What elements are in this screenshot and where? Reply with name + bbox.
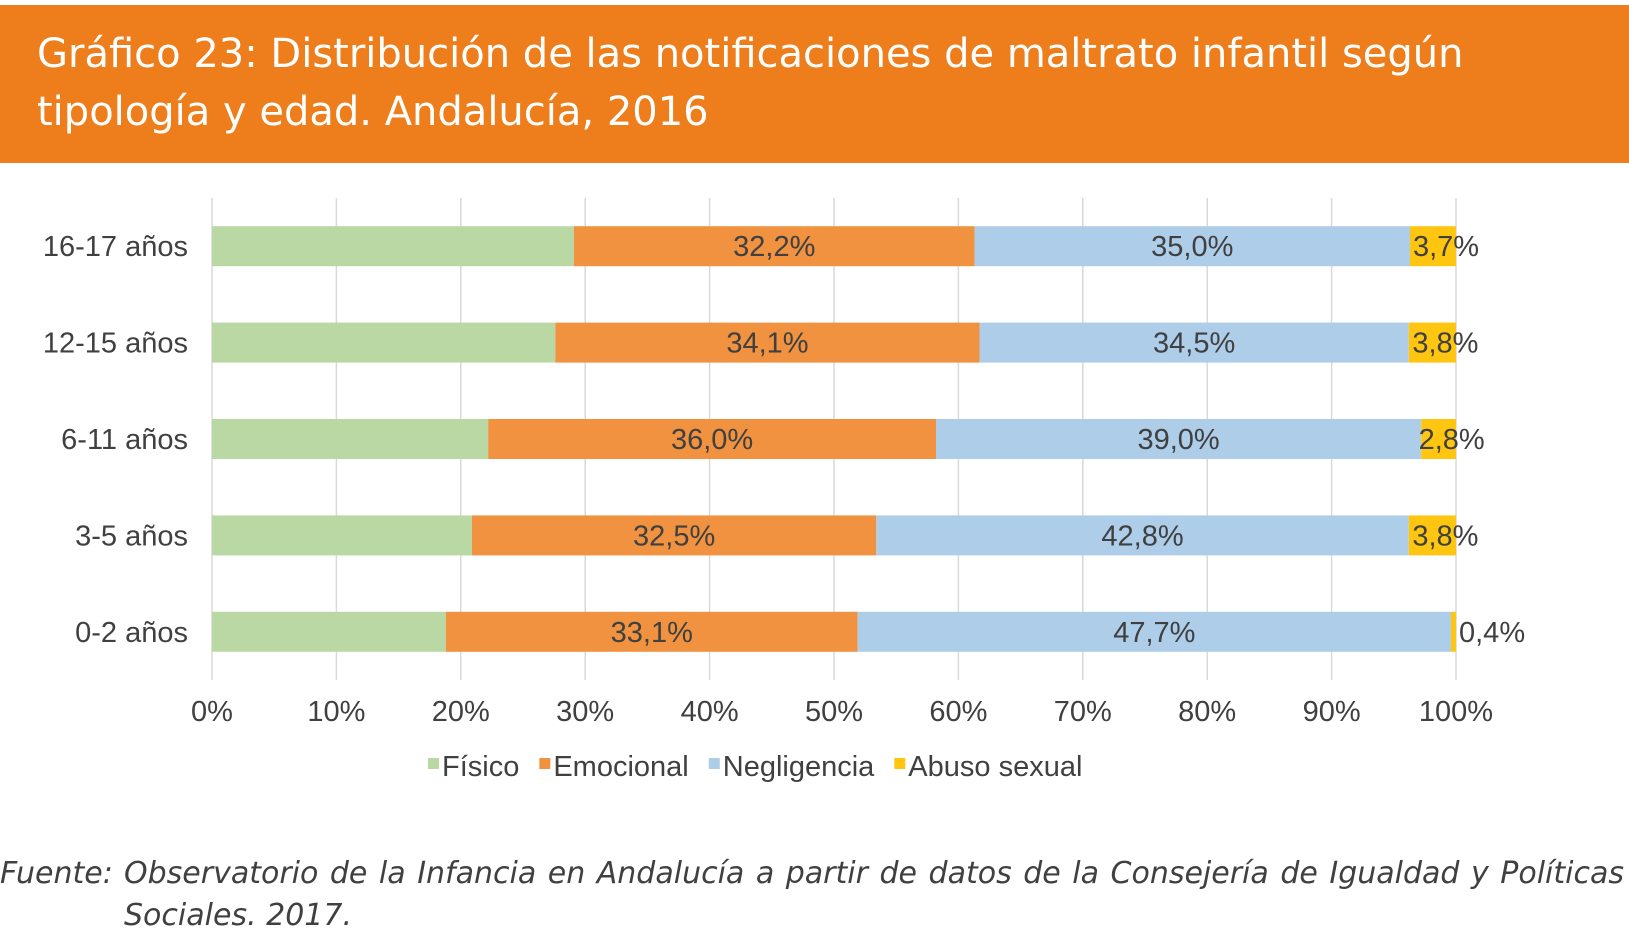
bar-negligencia-3-5-anos xyxy=(876,515,1409,556)
source-label: Fuente: xyxy=(0,856,113,891)
category-label-0-2-anos: 0-2 años xyxy=(75,617,188,649)
x-tick-label-1: 10% xyxy=(307,696,365,728)
stacked-bar-chart: 0% 10% 20% 30% 40% 50% 60% 70% 80% 90% 100% 16-17 a… xyxy=(43,198,1525,783)
legend-swatch-negligencia xyxy=(708,758,720,769)
data-label-abuso-sexual-12-15-anos: 3,8% xyxy=(1412,328,1478,360)
bar-abuso-sexual-12-15-anos xyxy=(1408,322,1456,363)
x-tick-label-3: 30% xyxy=(556,696,614,728)
data-label-negligencia-12-15-anos: 34,5% xyxy=(1153,328,1235,360)
data-label-abuso-sexual-6-11-anos: 2,8% xyxy=(1419,424,1485,456)
bar-fisico-3-5-anos xyxy=(212,515,472,556)
x-tick-label-9: 90% xyxy=(1303,696,1361,728)
bar-fisico-6-11-anos xyxy=(212,419,489,459)
bar-emocional-16-17-anos xyxy=(574,226,975,267)
data-label-emocional-6-11-anos: 36,0% xyxy=(671,424,753,456)
bar-abuso-sexual-16-17-anos xyxy=(1409,226,1456,267)
x-tick-label-4: 40% xyxy=(681,696,739,728)
bar-abuso-sexual-3-5-anos xyxy=(1408,515,1456,556)
bar-negligencia-12-15-anos xyxy=(979,322,1409,363)
bar-emocional-12-15-anos xyxy=(555,322,980,363)
data-label-abuso-sexual-0-2-anos: 0,4% xyxy=(1459,617,1525,649)
bar-fisico-0-2-anos xyxy=(212,611,446,652)
bar-abuso-sexual-6-11-anos xyxy=(1421,419,1456,459)
source-text: Observatorio de la Infancia en Andalucía… xyxy=(124,856,1624,933)
chart-title: Gráfico 23: Distribución de las notifica… xyxy=(37,31,1464,135)
category-label-6-11-anos: 6-11 años xyxy=(61,424,188,456)
x-tick-label-5: 50% xyxy=(805,696,863,728)
x-tick-label-2: 20% xyxy=(432,696,490,728)
x-tick-label-0: 0% xyxy=(191,696,233,728)
category-label-3-5-anos: 3-5 años xyxy=(75,520,188,552)
bar-emocional-3-5-anos xyxy=(471,515,877,556)
bar-emocional-0-2-anos xyxy=(445,611,858,652)
data-label-emocional-16-17-anos: 32,2% xyxy=(733,231,815,263)
legend-swatch-fisico xyxy=(428,758,439,769)
x-tick-label-6: 60% xyxy=(929,696,987,728)
legend-label-negligencia: Negligencia xyxy=(723,751,875,783)
data-label-negligencia-16-17-anos: 35,0% xyxy=(1151,231,1233,263)
category-label-12-15-anos: 12-15 años xyxy=(43,328,188,360)
title-banner: Gráfico 23: Distribución de las notifica… xyxy=(0,5,1629,163)
bar-emocional-6-11-anos xyxy=(488,419,937,459)
bar-fisico-16-17-anos xyxy=(212,226,575,267)
data-label-negligencia-0-2-anos: 47,7% xyxy=(1113,617,1195,649)
bar-fisico-12-15-anos xyxy=(212,322,556,363)
bar-abuso-sexual-0-2-anos xyxy=(1451,611,1456,652)
legend-swatch-emocional xyxy=(539,758,551,769)
legend-label-fisico: Físico xyxy=(442,751,519,783)
legend-label-abuso-sexual: Abuso sexual xyxy=(908,751,1082,783)
legend-label-emocional: Emocional xyxy=(553,751,688,783)
data-label-negligencia-3-5-anos: 42,8% xyxy=(1101,520,1183,552)
data-label-emocional-0-2-anos: 33,1% xyxy=(611,617,693,649)
x-tick-label-8: 80% xyxy=(1178,696,1236,728)
bar-negligencia-16-17-anos xyxy=(974,226,1410,267)
bar-negligencia-0-2-anos xyxy=(857,611,1452,652)
category-label-16-17-anos: 16-17 años xyxy=(43,231,188,263)
data-label-negligencia-6-11-anos: 39,0% xyxy=(1137,424,1219,456)
data-label-abuso-sexual-3-5-anos: 3,8% xyxy=(1412,520,1478,552)
data-label-emocional-12-15-anos: 34,1% xyxy=(726,328,808,360)
bar-negligencia-6-11-anos xyxy=(936,419,1422,459)
x-tick-label-7: 70% xyxy=(1054,696,1112,728)
data-label-emocional-3-5-anos: 32,5% xyxy=(633,520,715,552)
x-tick-label-10: 100% xyxy=(1419,696,1493,728)
data-label-abuso-sexual-16-17-anos: 3,7% xyxy=(1413,231,1479,263)
legend-swatch-abuso-sexual xyxy=(894,758,906,769)
